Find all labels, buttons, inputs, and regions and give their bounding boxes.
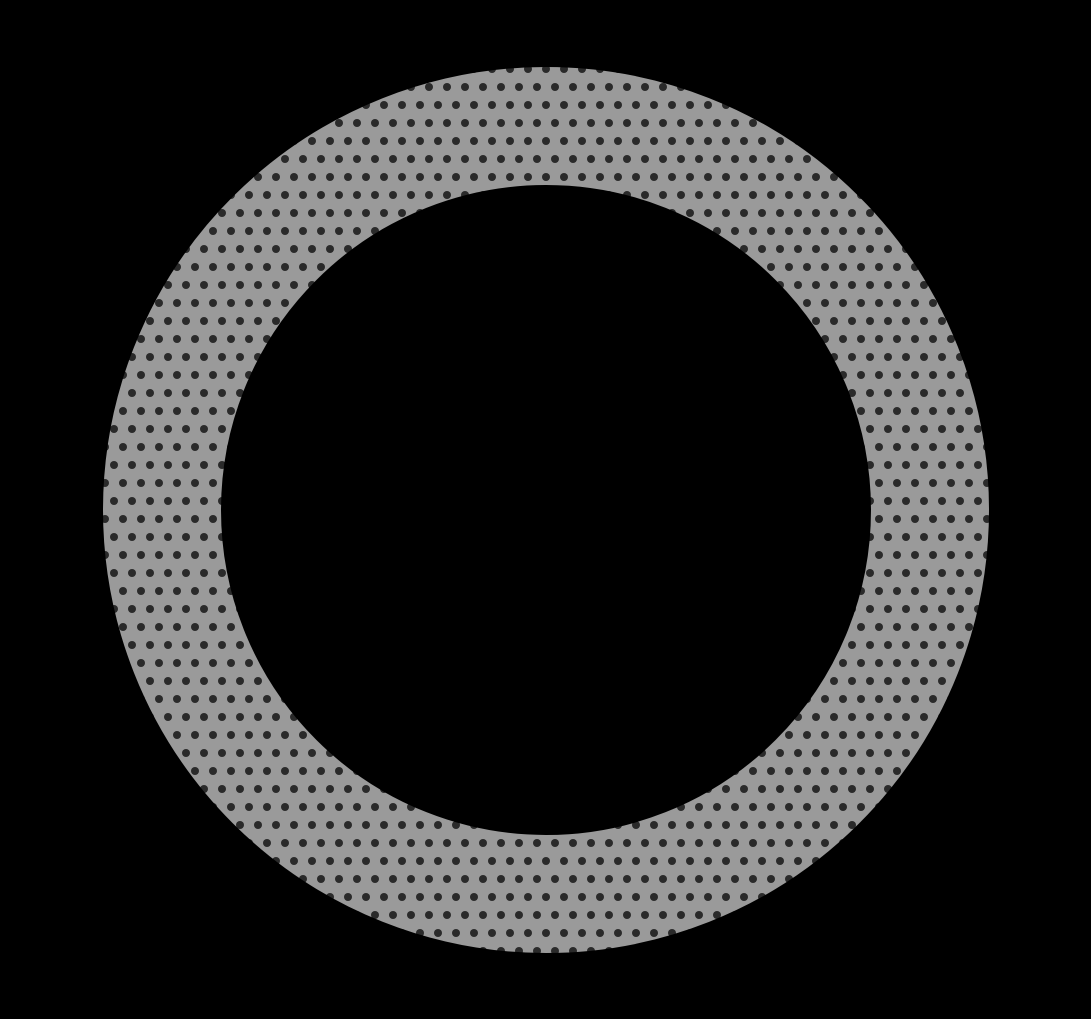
- annulus-pendulum-diagram: [0, 0, 1091, 1019]
- diagram-svg: [0, 0, 1091, 1019]
- pendulum-bob: [500, 514, 532, 546]
